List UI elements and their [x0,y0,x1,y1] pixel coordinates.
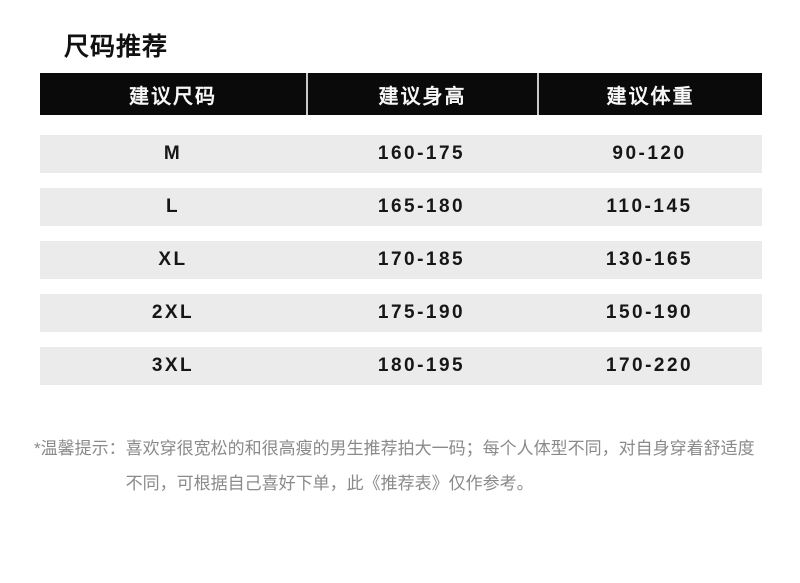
weight-cell: 110-145 [606,196,693,217]
warm-tip-note: *温馨提示： 喜欢穿很宽松的和很高瘦的男生推荐拍大一码；每个人体型不同，对自身穿… [34,431,755,501]
weight-cell: 90-120 [612,143,687,164]
height-cell: 175-190 [377,302,466,323]
warm-tip-label: *温馨提示： [34,439,126,458]
size-cell: 2XL [151,302,195,323]
table-row: 3XL 180-195 170-220 [40,347,762,385]
table-row: M 160-175 90-120 [40,135,762,173]
table-row: L 165-180 110-145 [40,188,762,226]
table-row: 2XL 175-190 150-190 [40,294,762,332]
height-cell: 180-195 [377,355,466,376]
size-cell: 3XL [151,355,195,376]
warm-tip-text: 喜欢穿很宽松的和很高瘦的男生推荐拍大一码；每个人体型不同，对自身穿着舒适度 不同… [126,431,755,501]
column-header-weight: 建议体重 [537,73,762,115]
column-header-height: 建议身高 [306,73,537,115]
warm-tip-line2: 不同，可根据自己喜好下单，此《推荐表》仅作参考。 [125,474,534,493]
warm-tip-line1: 喜欢穿很宽松的和很高瘦的男生推荐拍大一码；每个人体型不同，对自身穿着舒适度 [125,439,755,458]
column-header-size: 建议尺码 [129,85,217,108]
table-row: XL 170-185 130-165 [40,241,762,279]
weight-cell: 170-220 [605,355,694,376]
height-cell: 170-185 [377,249,466,270]
size-cell: L [165,196,181,217]
weight-cell: 150-190 [605,302,694,323]
weight-cell: 130-165 [605,249,694,270]
size-cell: M [163,143,183,164]
size-cell: XL [158,249,188,270]
height-cell: 160-175 [377,143,466,164]
height-cell: 165-180 [377,196,466,217]
page-title: 尺码推荐 [64,33,169,61]
size-table: 建议尺码 建议身高 建议体重 M 160-175 90-120 L 165-18… [40,73,762,400]
table-header-row: 建议尺码 建议身高 建议体重 [40,73,762,115]
